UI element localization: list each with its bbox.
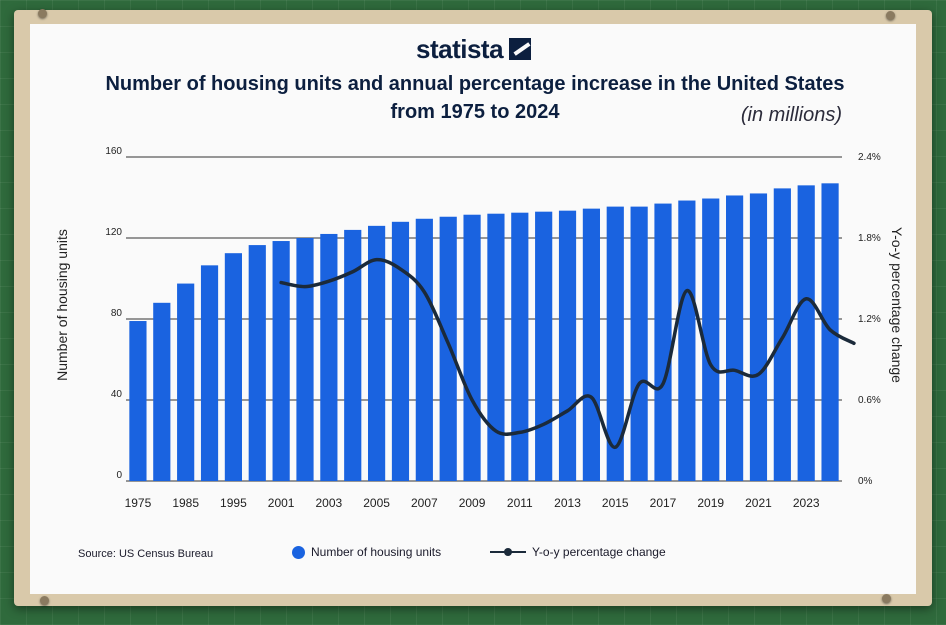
bar [344, 229, 362, 481]
x-tick-label: 2011 [507, 496, 533, 510]
y-tick-label: 160 [105, 146, 122, 157]
bar [582, 208, 600, 481]
bar [129, 321, 147, 481]
x-tick-label: 2015 [602, 496, 629, 510]
logo-text: statista [416, 33, 504, 64]
bar [726, 195, 744, 481]
bar [439, 216, 457, 482]
pin-icon [38, 9, 47, 18]
bar [391, 221, 410, 482]
x-tick-label: 1985 [172, 496, 199, 510]
bar [606, 206, 624, 482]
x-tick-label: 2003 [316, 496, 343, 510]
y-tick-label: 0 [116, 470, 122, 481]
bar [177, 283, 195, 481]
bar [511, 212, 529, 481]
bar [558, 210, 577, 481]
x-tick-label: 2019 [697, 496, 724, 510]
y2-tick-label: 1.8% [858, 233, 881, 244]
bar [320, 233, 338, 481]
y2-tick-label: 0% [858, 476, 873, 487]
legend-line-swatch [490, 546, 526, 558]
bar [487, 213, 505, 481]
bar [153, 302, 171, 481]
bar [248, 245, 266, 481]
legend-line[interactable]: Y-o-y percentage change [490, 545, 666, 559]
x-tick-label: 2023 [793, 496, 820, 510]
bar [535, 211, 553, 482]
x-tick-label: 1995 [220, 496, 247, 510]
logo-mark-icon [509, 38, 532, 60]
bar [821, 183, 839, 481]
bar [678, 200, 696, 481]
bar [749, 193, 768, 481]
legend-bar-label: Number of housing units [311, 545, 442, 559]
bar [797, 185, 815, 481]
yoy-line [279, 257, 856, 449]
x-tick-label: 1975 [125, 496, 152, 510]
bar [415, 218, 433, 481]
bar [200, 265, 219, 481]
legend-line-label: Y-o-y percentage change [532, 545, 666, 559]
legend-bar-swatch [292, 545, 305, 559]
y2-tick-label: 0.6% [858, 395, 881, 406]
source-note: Source: US Census Bureau [78, 548, 214, 560]
bar [702, 198, 720, 481]
statista-logo: statista [416, 33, 532, 64]
chart-subtitle: (in millions) [740, 104, 842, 126]
x-tick-label: 2021 [745, 496, 772, 510]
x-tick-label: 2001 [268, 496, 295, 510]
x-tick-label: 2013 [554, 496, 581, 510]
legend-bars[interactable]: Number of housing units [292, 545, 441, 559]
y-tick-label: 40 [111, 389, 123, 400]
bar [368, 225, 386, 481]
x-tick-label: 2017 [650, 496, 677, 510]
x-tick-label: 2009 [459, 496, 486, 510]
pin-icon [882, 594, 891, 603]
y2-tick-label: 1.2% [858, 314, 881, 325]
bar [224, 253, 242, 481]
x-tick-label: 2007 [411, 496, 438, 510]
bar [630, 206, 648, 482]
y2-tick-label: 2.4% [858, 152, 881, 163]
pin-icon [40, 596, 49, 605]
x-tick-label: 2005 [363, 496, 390, 510]
y-tick-label: 120 [105, 227, 122, 238]
pin-icon [886, 11, 895, 20]
y-tick-label: 80 [111, 308, 123, 319]
bar [654, 203, 672, 481]
chart-title: Number of housing units and annual perce… [105, 73, 845, 123]
bar [463, 214, 481, 481]
bar [296, 238, 314, 481]
bar [272, 241, 290, 481]
